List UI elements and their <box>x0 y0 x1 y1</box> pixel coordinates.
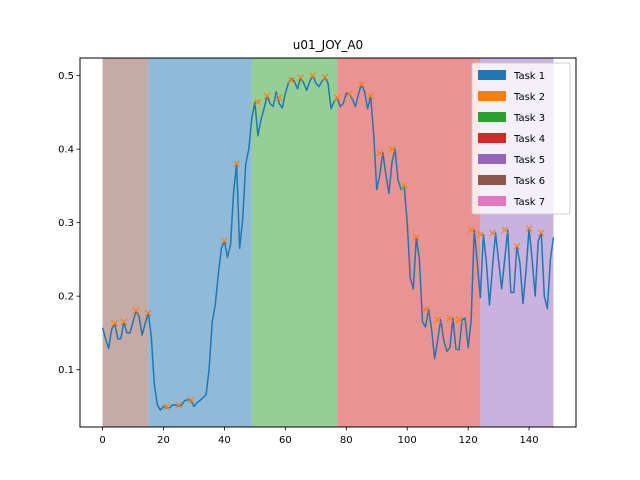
marker-point-7 <box>220 237 228 245</box>
task-span-task-1 <box>148 58 252 427</box>
legend: Task 1 Task 2 Task 3 Task 4 Task 5 Task 6 Task… <box>471 62 571 215</box>
legend-swatch <box>478 133 506 143</box>
marker-point-1 <box>120 318 128 326</box>
x-tick-label: 100 <box>398 435 417 446</box>
y-tick-label: 0.4 <box>58 145 74 156</box>
legend-swatch <box>478 70 506 80</box>
marker-point-16 <box>333 94 341 102</box>
marker-point-11 <box>275 94 283 102</box>
marker-point-34 <box>537 229 545 237</box>
marker-point-27 <box>455 316 463 324</box>
marker-point-2 <box>132 307 140 315</box>
marker-point-15 <box>321 73 329 81</box>
x-tick-label: 120 <box>459 435 478 446</box>
marker-point-29 <box>476 230 484 238</box>
marker-point-17 <box>345 90 353 98</box>
marker-point-22 <box>400 182 408 190</box>
legend-swatch <box>478 112 506 122</box>
marker-point-12 <box>288 76 295 84</box>
y-axis: 0.1 0.2 0.3 0.4 0.5 <box>58 71 80 376</box>
x-tick-label: 40 <box>218 435 231 446</box>
marker-point-33 <box>525 225 533 232</box>
x-tick-label: 60 <box>279 435 292 446</box>
legend-label: Task 2 <box>513 92 545 103</box>
marker-point-23 <box>412 233 420 241</box>
legend-label: Task 5 <box>513 155 545 166</box>
marker-point-28 <box>467 226 475 234</box>
marker-point-30 <box>489 229 496 237</box>
marker-point-9 <box>254 98 262 106</box>
marker-point-0 <box>111 319 119 327</box>
legend-label: Task 1 <box>513 71 545 82</box>
marker-point-32 <box>513 242 521 250</box>
legend-label: Task 4 <box>513 134 545 145</box>
legend-label: Task 7 <box>513 197 545 208</box>
marker-point-5 <box>175 401 183 409</box>
legend-swatch <box>478 154 506 164</box>
marker-point-31 <box>501 226 509 234</box>
task-span-task-3 <box>251 58 338 427</box>
y-tick-label: 0.5 <box>58 71 74 82</box>
x-tick-label: 20 <box>157 435 170 446</box>
y-tick-label: 0.3 <box>58 218 74 229</box>
marker-point-20 <box>376 149 384 157</box>
marker-point-25 <box>434 316 442 324</box>
marker-layer <box>111 72 545 410</box>
marker-point-24 <box>422 305 429 313</box>
y-tick-label: 0.2 <box>58 292 74 303</box>
marker-point-6 <box>187 396 195 404</box>
marker-point-13 <box>297 74 305 82</box>
marker-point-8 <box>233 160 241 168</box>
legend-label: Task 3 <box>513 113 545 124</box>
y-tick-label: 0.1 <box>58 365 74 376</box>
marker-point-10 <box>263 92 271 100</box>
marker-point-19 <box>367 92 375 100</box>
legend-swatch <box>478 196 506 206</box>
task-span-task-6 <box>102 58 149 427</box>
x-tick-label: 80 <box>340 435 353 446</box>
x-axis: 0 20 40 60 80 100 120 140 <box>99 427 539 446</box>
marker-point-21 <box>388 145 396 153</box>
marker-point-14 <box>309 72 317 80</box>
chart-title: u01_JOY_A0 <box>293 38 363 52</box>
x-tick-label: 0 <box>99 435 105 446</box>
marker-point-26 <box>446 314 454 322</box>
legend-label: Task 6 <box>513 176 545 187</box>
x-tick-label: 140 <box>520 435 539 446</box>
marker-point-4 <box>163 402 170 410</box>
plot-frame <box>79 57 577 428</box>
marker-point-18 <box>358 81 365 88</box>
marker-point-3 <box>144 309 152 317</box>
legend-swatch <box>478 91 506 101</box>
legend-swatch <box>478 175 506 185</box>
